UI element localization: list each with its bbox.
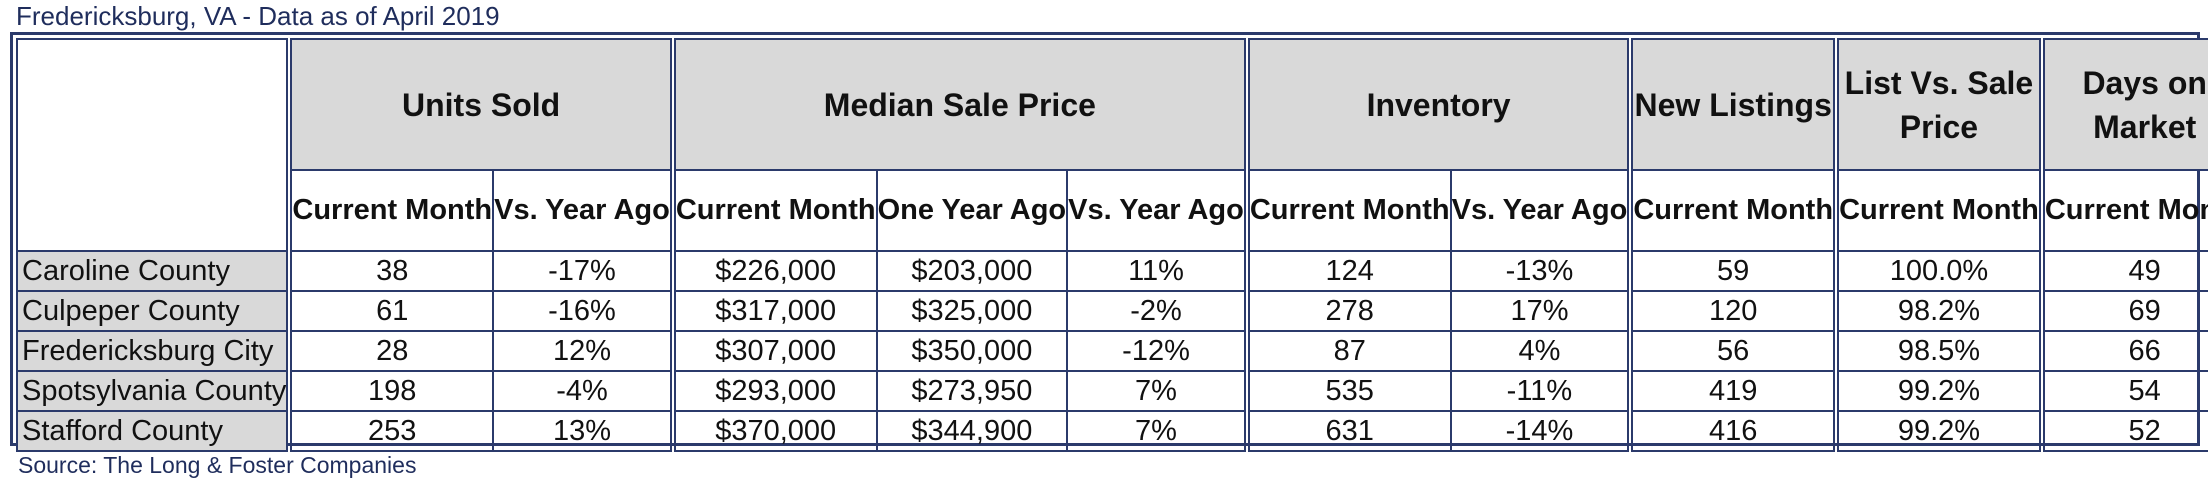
cell-price-current: $317,000: [671, 290, 878, 332]
cell-inventory-current: 631: [1245, 410, 1452, 452]
cell-units-vs-year-ago: -17%: [492, 250, 676, 292]
subheader-units-vs-year-ago: Vs. Year Ago: [492, 169, 676, 252]
cell-inventory-current: 535: [1245, 370, 1452, 412]
cell-price-vs-year-ago: -2%: [1066, 290, 1250, 332]
subheader-list-vs-sale-current-month: Current Month: [1835, 169, 2045, 252]
cell-inventory-vs-year-ago: -11%: [1449, 370, 1634, 412]
source-note: Source: The Long & Foster Companies: [18, 452, 417, 478]
table-row: Caroline County 38 -17% $226,000 $203,000 11%…: [15, 250, 2208, 292]
cell-list-vs-sale-price: 99.2%: [1835, 410, 2045, 452]
cell-inventory-current: 87: [1245, 330, 1452, 372]
cell-new-listings: 419: [1629, 370, 1840, 412]
cell-inventory-vs-year-ago: -13%: [1449, 250, 1634, 292]
cell-price-current: $370,000: [671, 410, 878, 452]
cell-list-vs-sale-price: 98.5%: [1835, 330, 2045, 372]
cell-inventory-current: 278: [1245, 290, 1452, 332]
cell-units-current: 198: [288, 370, 495, 412]
cell-price-current: $307,000: [671, 330, 878, 372]
table-row: Fredericksburg City 28 12% $307,000 $350,000…: [15, 330, 2208, 372]
row-label: Caroline County: [15, 250, 293, 292]
group-units-sold: Units Sold: [288, 38, 676, 171]
row-label: Fredericksburg City: [15, 330, 293, 372]
page-title: Fredericksburg, VA - Data as of April 20…: [16, 1, 500, 31]
cell-price-vs-year-ago: 7%: [1066, 410, 1250, 452]
table-row: Stafford County 253 13% $370,000 $344,900 7% 6…: [15, 410, 2208, 452]
cell-inventory-vs-year-ago: 17%: [1449, 290, 1634, 332]
cell-days-on-market: 49: [2040, 250, 2208, 292]
cell-price-one-year-ago: $344,900: [875, 410, 1069, 452]
cell-price-vs-year-ago: 11%: [1066, 250, 1250, 292]
group-list-vs-sale-price: List Vs. Sale Price: [1835, 38, 2045, 171]
cell-units-vs-year-ago: -4%: [492, 370, 676, 412]
cell-price-vs-year-ago: 7%: [1066, 370, 1250, 412]
subheader-inventory-current-month: Current Month: [1245, 169, 1452, 252]
cell-list-vs-sale-price: 98.2%: [1835, 290, 2045, 332]
cell-days-on-market: 66: [2040, 330, 2208, 372]
cell-days-on-market: 52: [2040, 410, 2208, 452]
cell-price-one-year-ago: $203,000: [875, 250, 1069, 292]
cell-price-vs-year-ago: -12%: [1066, 330, 1250, 372]
cell-units-current: 61: [288, 290, 495, 332]
cell-units-vs-year-ago: -16%: [492, 290, 676, 332]
subheader-dom-current-month: Current Month: [2040, 169, 2208, 252]
group-inventory: Inventory: [1245, 38, 1634, 171]
cell-new-listings: 120: [1629, 290, 1840, 332]
cell-units-current: 28: [288, 330, 495, 372]
cell-price-one-year-ago: $273,950: [875, 370, 1069, 412]
cell-list-vs-sale-price: 100.0%: [1835, 250, 2045, 292]
corner-cell: [15, 38, 293, 252]
cell-list-vs-sale-price: 99.2%: [1835, 370, 2045, 412]
subheader-price-current-month: Current Month: [671, 169, 878, 252]
cell-price-current: $226,000: [671, 250, 878, 292]
row-label: Culpeper County: [15, 290, 293, 332]
group-new-listings: New Listings: [1629, 38, 1840, 171]
row-label: Stafford County: [15, 410, 293, 452]
sub-header-row: Current Month Vs. Year Ago Current Month…: [17, 169, 2208, 252]
table-row: Culpeper County 61 -16% $317,000 $325,000 -2%…: [15, 290, 2208, 332]
cell-price-one-year-ago: $325,000: [875, 290, 1069, 332]
table-body: Caroline County 38 -17% $226,000 $203,000 11%…: [15, 250, 2208, 452]
market-data-table: Units Sold Median Sale Price Inventory N…: [15, 38, 2208, 452]
row-label: Spotsylvania County: [15, 370, 293, 412]
subheader-new-listings-current-month: Current Month: [1629, 169, 1840, 252]
cell-days-on-market: 54: [2040, 370, 2208, 412]
cell-inventory-vs-year-ago: 4%: [1449, 330, 1634, 372]
cell-price-one-year-ago: $350,000: [875, 330, 1069, 372]
cell-days-on-market: 69: [2040, 290, 2208, 332]
cell-units-current: 38: [288, 250, 495, 292]
subheader-units-current-month: Current Month: [288, 169, 495, 252]
cell-new-listings: 59: [1629, 250, 1840, 292]
subheader-inventory-vs-year-ago: Vs. Year Ago: [1449, 169, 1634, 252]
subheader-price-one-year-ago: One Year Ago: [875, 169, 1069, 252]
cell-units-vs-year-ago: 12%: [492, 330, 676, 372]
cell-new-listings: 416: [1629, 410, 1840, 452]
subheader-price-vs-year-ago: Vs. Year Ago: [1066, 169, 1250, 252]
cell-inventory-vs-year-ago: -14%: [1449, 410, 1634, 452]
cell-units-vs-year-ago: 13%: [492, 410, 676, 452]
group-header-row: Units Sold Median Sale Price Inventory N…: [15, 38, 2208, 252]
group-median-sale-price: Median Sale Price: [671, 38, 1250, 171]
table-row: Spotsylvania County 198 -4% $293,000 $273,95…: [15, 370, 2208, 412]
cell-price-current: $293,000: [671, 370, 878, 412]
cell-inventory-current: 124: [1245, 250, 1452, 292]
cell-new-listings: 56: [1629, 330, 1840, 372]
cell-units-current: 253: [288, 410, 495, 452]
group-days-on-market: Days on Market: [2040, 38, 2208, 171]
